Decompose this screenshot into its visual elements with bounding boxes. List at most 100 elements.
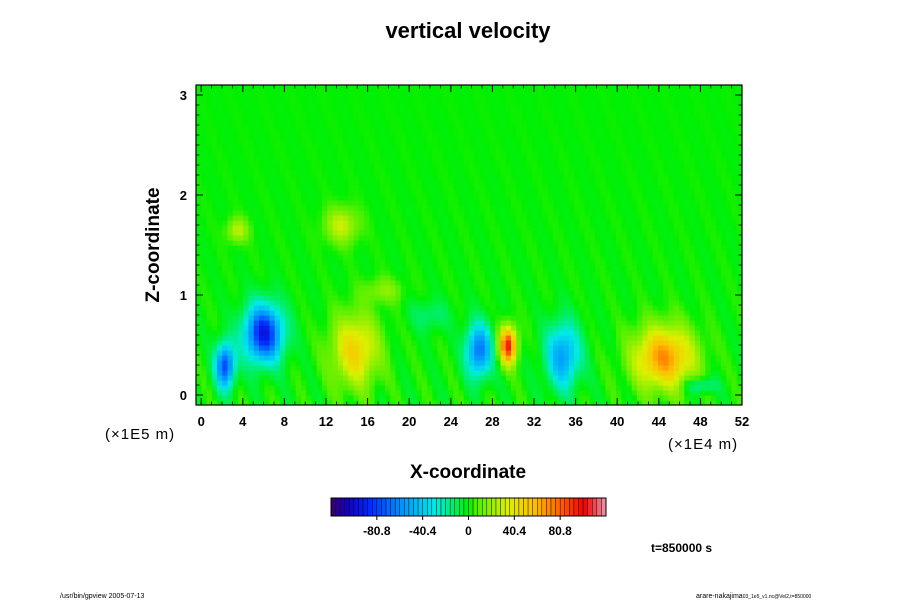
heat-cell <box>295 235 302 241</box>
heat-cell <box>679 345 685 351</box>
heat-cell <box>516 275 523 281</box>
heat-cell <box>364 390 370 396</box>
heat-cell <box>385 350 391 356</box>
heat-cell <box>537 365 544 371</box>
heat-cell <box>406 245 412 251</box>
heat-cell <box>211 215 218 221</box>
heat-cell <box>484 385 491 391</box>
heat-cell <box>196 390 202 396</box>
heat-cell <box>463 360 470 366</box>
heat-cell <box>542 395 549 401</box>
heat-cell <box>390 265 397 271</box>
heat-cell <box>442 355 449 361</box>
heat-cell <box>264 285 271 291</box>
heat-cell <box>301 245 307 251</box>
heat-cell <box>253 200 260 206</box>
heat-cell <box>453 210 460 216</box>
heat-cell <box>322 180 328 186</box>
heat-cell <box>253 325 260 331</box>
heat-cell <box>621 275 628 281</box>
heat-cell <box>442 255 449 261</box>
heat-cell <box>736 365 742 371</box>
heat-cell <box>206 290 213 296</box>
heat-cell <box>563 285 570 291</box>
heat-cell <box>673 330 680 336</box>
heat-cell <box>721 375 727 381</box>
heat-cell <box>343 175 349 181</box>
heat-cell <box>316 250 323 256</box>
heat-cell <box>547 280 554 286</box>
heat-cell <box>343 385 349 391</box>
heat-cell <box>710 165 717 171</box>
heat-cell <box>442 310 449 316</box>
heat-cell <box>421 285 428 291</box>
heat-cell <box>390 280 397 286</box>
heat-cell <box>610 310 617 316</box>
heat-cell <box>295 395 302 401</box>
heat-cell <box>253 275 260 281</box>
heat-cell <box>437 205 444 211</box>
heat-cell <box>731 270 738 276</box>
heat-cell <box>584 385 591 391</box>
heat-cell <box>421 315 428 321</box>
heat-cell <box>348 250 355 256</box>
heat-cell <box>437 320 444 326</box>
heat-cell <box>453 275 460 281</box>
heat-cell <box>658 355 664 361</box>
heat-cell <box>495 230 502 236</box>
heat-cell <box>285 185 292 191</box>
heat-cell <box>511 400 517 405</box>
heat-cell <box>668 355 675 361</box>
heat-cell <box>668 165 675 171</box>
heat-cell <box>715 375 722 381</box>
heat-cell <box>211 295 218 301</box>
heat-cell <box>616 210 622 216</box>
heat-cell <box>589 210 596 216</box>
heat-cell <box>668 230 675 236</box>
heat-cell <box>537 290 544 296</box>
heat-cell <box>600 210 607 216</box>
heat-cell <box>589 395 596 401</box>
heat-cell <box>553 200 559 206</box>
heat-cell <box>563 265 570 271</box>
heat-cell <box>232 265 239 271</box>
heat-cell <box>311 200 318 206</box>
heat-cell <box>479 285 486 291</box>
heat-cell <box>663 315 670 321</box>
heat-cell <box>301 210 307 216</box>
heat-cell <box>589 280 596 286</box>
heat-cell <box>579 395 586 401</box>
heat-cell <box>600 240 607 246</box>
heat-cell <box>264 200 271 206</box>
heat-cell <box>322 255 328 261</box>
heat-cell <box>295 195 302 201</box>
heat-cell <box>715 390 722 396</box>
heat-cell <box>364 250 370 256</box>
heat-cell <box>290 340 297 346</box>
heat-cell <box>400 325 407 331</box>
heat-cell <box>626 215 633 221</box>
heat-cell <box>427 220 433 226</box>
heat-cell <box>463 375 470 381</box>
heat-cell <box>479 355 486 361</box>
heat-cell <box>232 385 239 391</box>
heat-cell <box>631 265 638 271</box>
heat-cell <box>385 170 391 176</box>
heat-cell <box>437 275 444 281</box>
heat-cell <box>715 265 722 271</box>
heat-cell <box>500 225 507 231</box>
heat-cell <box>432 215 439 221</box>
heat-cell <box>616 180 622 186</box>
heat-cell <box>537 170 544 176</box>
heat-cell <box>253 385 260 391</box>
heat-cell <box>463 380 470 386</box>
heat-cell <box>311 350 318 356</box>
heat-cell <box>542 250 549 256</box>
heat-cell <box>322 300 328 306</box>
heat-cell <box>280 390 286 396</box>
heat-cell <box>558 245 565 251</box>
heat-cell <box>259 370 265 376</box>
heat-cell <box>280 325 286 331</box>
heat-cell <box>369 175 376 181</box>
heat-cell <box>584 230 591 236</box>
